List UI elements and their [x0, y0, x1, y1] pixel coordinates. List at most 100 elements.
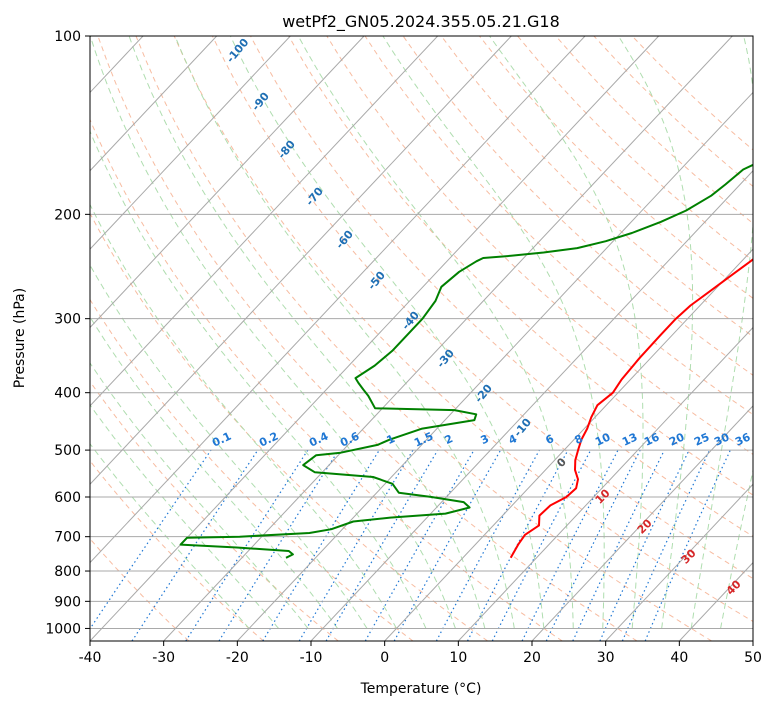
- dry-adiabat: [326, 36, 753, 456]
- dry-adiabat: [90, 118, 563, 641]
- dry-adiabat-label: 30: [679, 546, 699, 566]
- moist-adiabat: [90, 264, 368, 629]
- y-tick-label: 200: [54, 207, 81, 223]
- mixing-ratio-line: [491, 449, 592, 641]
- moist-adiabat: [90, 130, 427, 629]
- mixing-ratio-label: 25: [692, 430, 711, 448]
- isotherm: [90, 36, 218, 172]
- moist-adiabat: [297, 36, 574, 629]
- mixing-ratio-label: 10: [593, 430, 613, 448]
- mixing-ratio-label: 30: [712, 430, 732, 448]
- pressure-gridlines: [0, 36, 753, 641]
- mixing-ratio-line: [572, 449, 665, 641]
- isotherm-label: -40: [399, 309, 422, 333]
- isotherm: [678, 561, 753, 641]
- isotherm: [236, 91, 753, 641]
- y-tick-label: 900: [54, 594, 81, 610]
- isotherm: [90, 36, 365, 329]
- mixing-ratio-label: 3: [479, 432, 491, 447]
- isotherm: [90, 36, 439, 407]
- mixing-ratio-line: [599, 449, 690, 641]
- mixing-ratio-line: [435, 449, 540, 641]
- y-tick-label: 600: [54, 490, 81, 506]
- y-tick-label: 400: [54, 386, 81, 402]
- dry-adiabat-label: 40: [724, 577, 744, 597]
- mixing-ratio-label: 0.1: [210, 430, 233, 450]
- x-tick-label: 40: [670, 650, 688, 666]
- dry-adiabat: [90, 538, 190, 641]
- isotherm: [310, 170, 753, 641]
- moist-adiabat: [617, 36, 694, 629]
- x-tick-label: -40: [79, 650, 102, 666]
- moist-adiabat: [720, 468, 753, 629]
- isotherm: [457, 326, 753, 641]
- moist-adiabat: [90, 203, 397, 629]
- x-tick-label: -30: [152, 650, 175, 666]
- dry-adiabat: [440, 36, 753, 338]
- mixing-ratio-line: [644, 449, 731, 641]
- x-tick-label: -20: [226, 650, 249, 666]
- moist-adiabat: [90, 443, 250, 629]
- dry-adiabat: [90, 298, 414, 641]
- isotherm-label: -70: [303, 185, 326, 209]
- dry-adiabat-label: 10: [593, 486, 613, 506]
- mixing-ratio-line: [466, 449, 569, 641]
- isotherm-label: -20: [472, 382, 495, 406]
- y-tick-label: 100: [54, 29, 81, 45]
- x-tick-label: 10: [449, 650, 467, 666]
- moist-adiabat: [382, 36, 605, 629]
- mixing-ratio-label: 1.5: [412, 430, 435, 450]
- x-axis-ticks: -40 -30 -20 -10 0 10 20 30 40 50: [79, 641, 762, 666]
- plot-frame: [89, 35, 754, 642]
- background-lines: [90, 36, 753, 641]
- isotherm: [752, 640, 753, 641]
- y-tick-label: 700: [54, 530, 81, 546]
- y-axis-label: Pressure (hPa): [12, 288, 28, 388]
- mixing-ratio-line: [298, 449, 414, 641]
- y-tick-label: 500: [54, 443, 81, 459]
- x-tick-label: 20: [523, 650, 541, 666]
- dry-adiabat: [479, 36, 753, 299]
- moist-adiabat: [229, 36, 545, 629]
- chart-title: wetPf2_GN05.2024.355.05.21.G18: [282, 12, 560, 32]
- moist-adiabat: [90, 36, 456, 629]
- y-tick-label: 300: [54, 312, 81, 328]
- isotherm: [90, 36, 291, 250]
- mixing-ratio-label: 2: [443, 432, 455, 447]
- dry-adiabat: [135, 36, 712, 641]
- dry-adiabat: [593, 36, 753, 188]
- dry-adiabat: [364, 36, 753, 416]
- dry-adiabat: [173, 36, 753, 623]
- moist-adiabat: [128, 36, 486, 629]
- isotherm: [384, 248, 753, 641]
- mixing-ratio-label: 16: [642, 430, 662, 448]
- isotherm: [0, 36, 69, 641]
- isotherm-label: -100: [224, 36, 252, 66]
- dry-adiabat: [90, 460, 264, 641]
- dry-adiabat: [631, 36, 753, 151]
- mixing-ratio-label: 1: [385, 432, 397, 447]
- moist-adiabat: [690, 36, 753, 629]
- moist-adiabat: [90, 316, 338, 629]
- mixing-ratio-label: 0.4: [307, 429, 330, 449]
- isotherm: [90, 36, 586, 564]
- mixing-ratio-line: [185, 449, 309, 641]
- moist-adiabat: [489, 36, 644, 629]
- isotherm-label: -90: [249, 90, 272, 114]
- dewpoint-line: [179, 163, 753, 559]
- mixing-ratio-line: [521, 449, 619, 641]
- profile-lines: [179, 163, 753, 559]
- isotherm-label: -50: [365, 269, 388, 293]
- isotherm-label: -80: [275, 138, 298, 162]
- temperature-line: [509, 258, 753, 559]
- moist-adiabat: [174, 36, 515, 629]
- isotherm: [163, 36, 733, 641]
- mixing-ratio-line: [262, 449, 380, 641]
- dry-adiabat: [517, 36, 753, 262]
- mixing-ratio-line: [218, 449, 340, 641]
- mixing-ratio-label: 36: [733, 430, 753, 448]
- x-tick-label: 30: [597, 650, 615, 666]
- mixing-ratio-label: 13: [620, 430, 639, 448]
- y-tick-label: 1000: [45, 621, 81, 637]
